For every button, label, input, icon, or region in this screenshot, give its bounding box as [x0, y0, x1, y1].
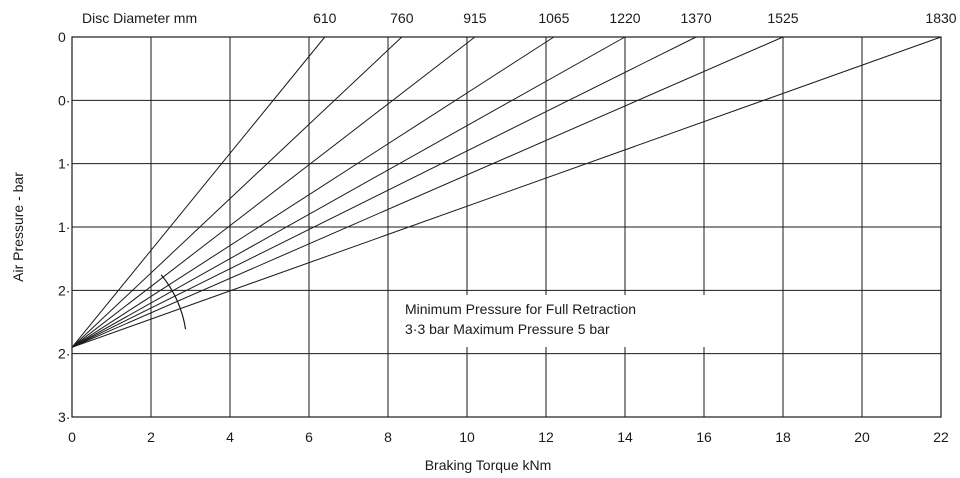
series-line-760 — [71, 36, 403, 348]
y-tick-label: 2· — [58, 346, 70, 362]
x-axis-label: Braking Torque kNm — [425, 457, 552, 473]
disc-diameter-labels: 610 760 915 1065 1220 1370 1525 1830 — [313, 10, 957, 26]
y-tick-label: 0· — [58, 92, 70, 108]
annotation-line-1: Minimum Pressure for Full Retraction — [405, 301, 636, 317]
annotation-line-2: 3·3 bar Maximum Pressure 5 bar — [405, 321, 610, 337]
annotation-box — [397, 295, 717, 347]
x-tick-label: 0 — [68, 429, 76, 445]
disc-diameter-label: 1525 — [767, 10, 798, 26]
top-axis-label: Disc Diameter mm — [82, 10, 197, 26]
disc-diameter-label: 1830 — [925, 10, 956, 26]
series-line-610 — [71, 36, 326, 348]
plot-frame — [71, 36, 942, 418]
series-line-1065 — [71, 36, 555, 348]
series-line-1370 — [71, 36, 697, 348]
retraction-arc — [160, 274, 187, 330]
y-tick-label: 1· — [58, 156, 70, 172]
y-tick-labels: 0 0· 1· 1· 2· 2· 3· — [58, 29, 70, 425]
series-line-1220 — [71, 36, 626, 348]
x-tick-label: 10 — [459, 429, 475, 445]
disc-diameter-label: 760 — [390, 10, 414, 26]
series-line-1525 — [71, 36, 784, 348]
y-axis-label: Air Pressure - bar — [10, 172, 26, 282]
x-tick-label: 2 — [147, 429, 155, 445]
y-tick-label: 2· — [58, 282, 70, 298]
disc-diameter-label: 610 — [313, 10, 337, 26]
disc-diameter-label: 915 — [463, 10, 487, 26]
x-tick-label: 14 — [617, 429, 633, 445]
x-tick-label: 20 — [854, 429, 870, 445]
x-tick-label: 16 — [696, 429, 712, 445]
series-line-1830 — [71, 36, 942, 348]
y-tick-label: 3· — [58, 409, 70, 425]
y-tick-label: 0 — [58, 29, 66, 45]
disc-diameter-label: 1370 — [681, 10, 712, 26]
x-tick-labels: 0 2 4 6 8 10 12 14 16 18 20 22 — [68, 429, 949, 445]
series-line-915 — [71, 36, 476, 348]
x-tick-label: 4 — [226, 429, 234, 445]
disc-diameter-lines — [71, 36, 942, 348]
x-tick-label: 12 — [538, 429, 554, 445]
grid-lines — [72, 37, 941, 417]
y-tick-label: 1· — [58, 219, 70, 235]
disc-diameter-label: 1065 — [538, 10, 569, 26]
x-tick-label: 8 — [384, 429, 392, 445]
disc-diameter-label: 1220 — [609, 10, 640, 26]
x-tick-label: 18 — [775, 429, 791, 445]
x-tick-label: 6 — [305, 429, 313, 445]
x-tick-label: 22 — [933, 429, 949, 445]
